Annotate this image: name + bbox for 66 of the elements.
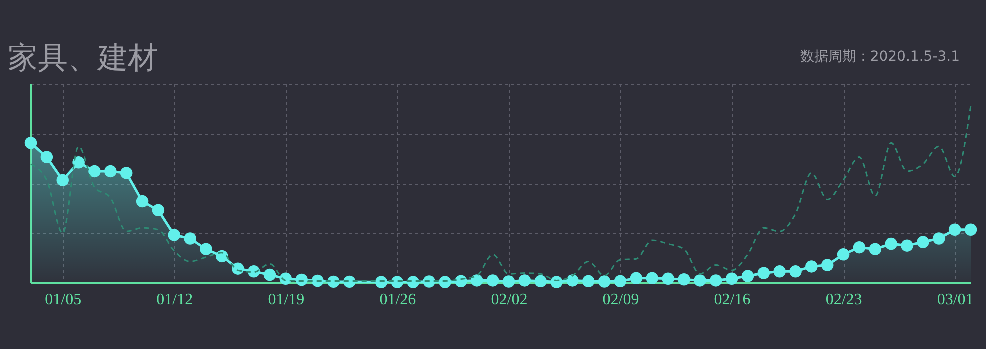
point bbox=[710, 274, 722, 287]
x-tick-label: 01/12 bbox=[156, 292, 194, 308]
point bbox=[630, 272, 643, 285]
point bbox=[646, 272, 658, 285]
point bbox=[502, 276, 516, 288]
point bbox=[694, 274, 706, 287]
x-tick-label: 02/09 bbox=[602, 292, 640, 308]
x-tick-label: 01/05 bbox=[45, 292, 82, 308]
point bbox=[120, 167, 133, 180]
x-tick-label: 03/01 bbox=[937, 292, 974, 308]
point bbox=[869, 243, 882, 256]
point bbox=[964, 224, 978, 236]
x-tick-label: 02/16 bbox=[714, 292, 751, 308]
point bbox=[470, 274, 484, 287]
point bbox=[774, 266, 786, 278]
point bbox=[885, 238, 898, 250]
text: 数据周期：2020.1.5-3.1 bbox=[800, 49, 960, 65]
point bbox=[662, 272, 674, 286]
point bbox=[184, 232, 196, 245]
point bbox=[678, 274, 690, 286]
x-tick-label: 02/02 bbox=[491, 292, 528, 308]
point bbox=[104, 165, 117, 178]
point bbox=[837, 248, 850, 261]
point bbox=[136, 195, 149, 208]
point bbox=[614, 275, 627, 288]
point bbox=[40, 151, 54, 164]
point bbox=[550, 276, 563, 288]
point bbox=[933, 232, 946, 245]
point bbox=[948, 224, 962, 236]
point bbox=[391, 276, 404, 288]
point bbox=[375, 276, 388, 288]
point bbox=[486, 274, 500, 287]
point bbox=[806, 260, 818, 273]
x-tick-label: 01/19 bbox=[268, 292, 305, 308]
point bbox=[726, 272, 738, 286]
point bbox=[758, 267, 770, 280]
x-tick-label: 02/23 bbox=[826, 292, 862, 308]
point bbox=[566, 274, 579, 287]
point bbox=[901, 240, 914, 252]
point bbox=[296, 274, 308, 286]
x-tick-label: 01/26 bbox=[380, 292, 416, 308]
point bbox=[790, 266, 802, 278]
point bbox=[264, 268, 276, 282]
point bbox=[853, 241, 866, 254]
point bbox=[72, 156, 85, 169]
point bbox=[344, 276, 356, 288]
point bbox=[168, 229, 181, 242]
point bbox=[439, 276, 452, 288]
point bbox=[423, 276, 436, 288]
chart-title: 家具、建材 bbox=[8, 40, 158, 78]
point bbox=[742, 270, 754, 282]
point bbox=[821, 259, 834, 272]
point bbox=[582, 275, 595, 288]
point bbox=[598, 276, 611, 288]
point bbox=[312, 274, 324, 288]
point bbox=[200, 243, 212, 256]
point bbox=[455, 275, 468, 288]
point bbox=[24, 137, 38, 150]
point bbox=[280, 272, 292, 286]
point bbox=[56, 174, 69, 186]
point bbox=[152, 204, 165, 217]
point bbox=[917, 236, 930, 248]
point bbox=[534, 275, 547, 288]
point bbox=[88, 165, 101, 178]
point bbox=[232, 262, 244, 275]
point bbox=[518, 274, 532, 287]
